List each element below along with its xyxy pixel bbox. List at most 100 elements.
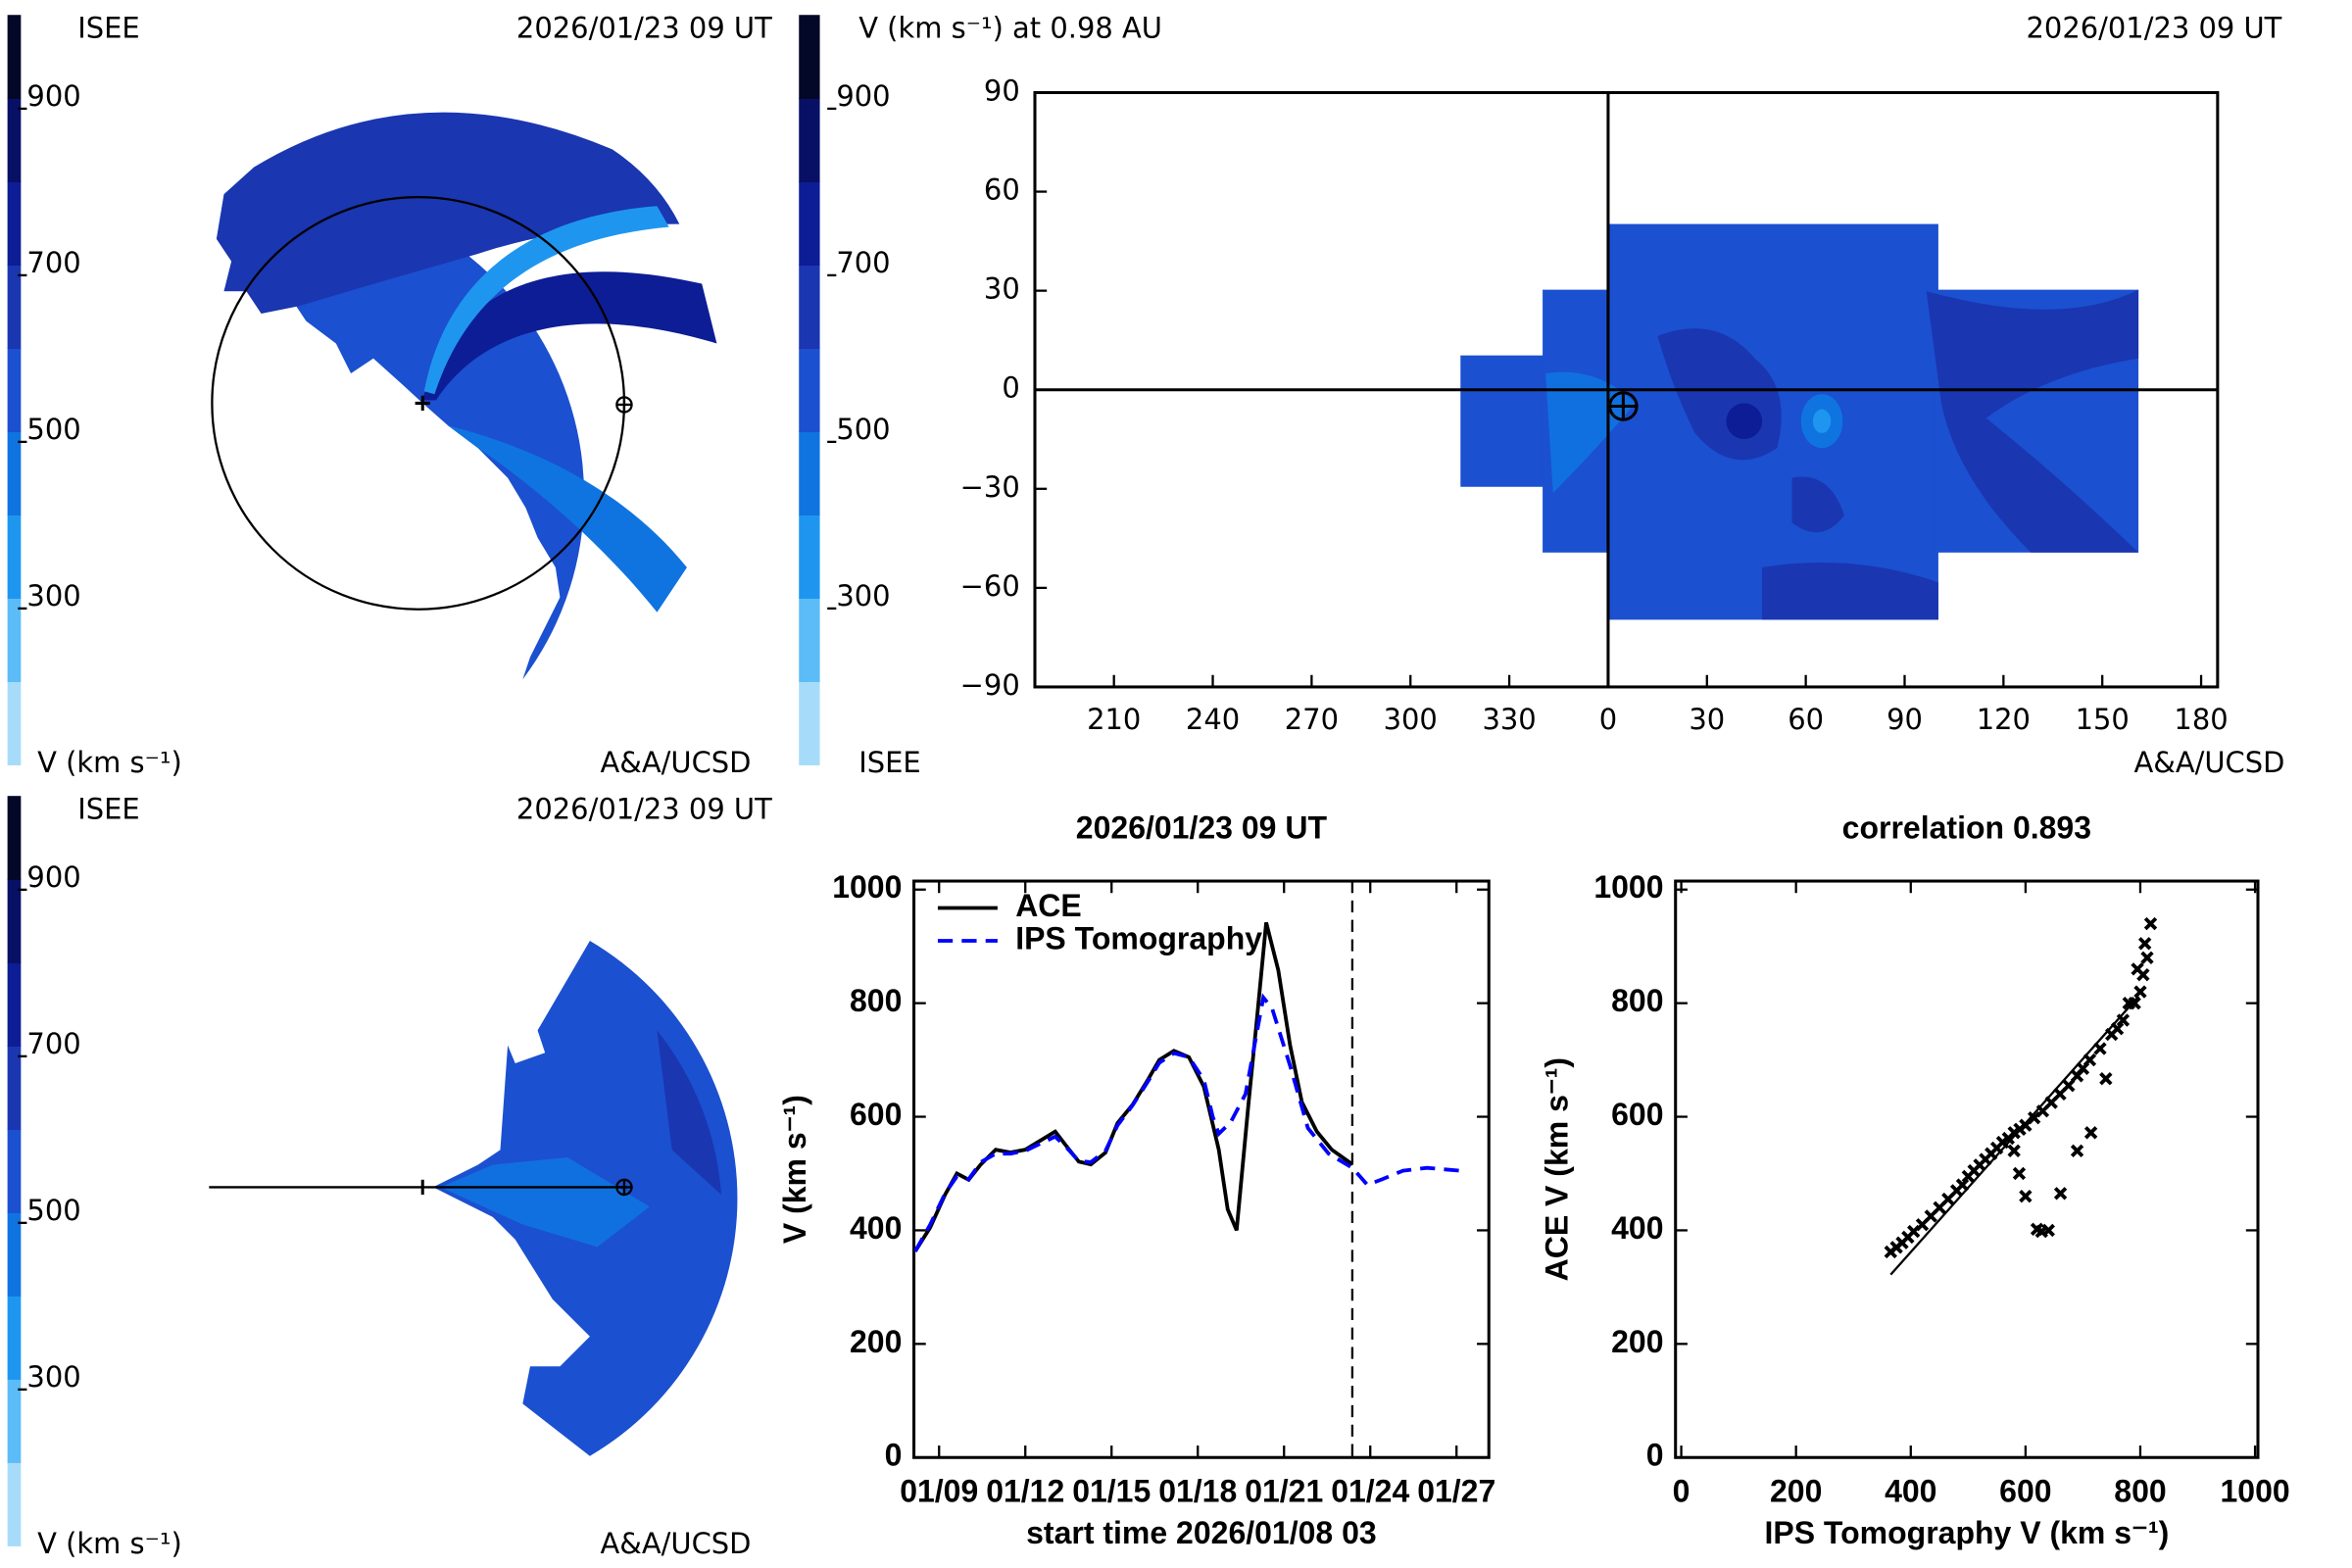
x-tick-label: 1000 [2220, 1473, 2289, 1508]
scatter-point [2019, 1189, 2033, 1203]
x-tick-label: 400 [1885, 1473, 1936, 1508]
credit: A&A/UCSD [2133, 746, 2284, 779]
y-tick-label: −90 [960, 668, 1020, 702]
scatter-point [2140, 951, 2154, 964]
colorbar-tick-label: 700 [836, 246, 890, 279]
x-tick-label: 240 [1186, 703, 1240, 736]
scatter-point [2053, 1187, 2068, 1200]
panel-date: 2026/01/23 09 UT [516, 792, 772, 825]
y-tick-label: 0 [885, 1438, 903, 1473]
series-line [913, 921, 1354, 1252]
meridional-contours [209, 941, 738, 1456]
panel-label: ISEE [858, 746, 920, 779]
colorbar-band [799, 514, 820, 599]
colorbar-tick-label: 500 [26, 1194, 80, 1227]
colorbar-tick-label: 500 [26, 413, 80, 446]
scatter-point [2122, 996, 2135, 1010]
y-tick-label: 1000 [1593, 869, 1663, 905]
scatter-point [1955, 1178, 1970, 1192]
scatter-point [2093, 1042, 2107, 1055]
colorbar-band [7, 796, 22, 880]
y-tick-label: 0 [1002, 371, 1019, 405]
y-tick-label: −30 [960, 470, 1020, 504]
colorbar-band [7, 1212, 22, 1297]
scatter-point [2062, 1078, 2076, 1093]
scatter-point [2143, 916, 2158, 931]
legend-label: ACE [1015, 888, 1082, 923]
panel-date: 2026/01/23 09 UT [516, 11, 772, 44]
colorbar-tick-label: 900 [836, 79, 890, 113]
credit: A&A/UCSD [601, 1527, 752, 1560]
colorbar-label: V (km s⁻¹) [37, 746, 182, 779]
chart-title: 2026/01/23 09 UT [1076, 810, 1328, 846]
colorbar-band [799, 98, 820, 182]
colorbar-band [7, 15, 22, 99]
scatter-point [2116, 1013, 2131, 1027]
colorbar-band [7, 98, 22, 182]
x-tick-label: 01/15 [1072, 1473, 1151, 1508]
colorbar-title: V (km s⁻¹) at 0.98 AU [858, 11, 1162, 44]
colorbar-band [799, 181, 820, 266]
y-tick-label: 90 [984, 74, 1020, 107]
scatter-point [2012, 1166, 2027, 1181]
colorbar-band [799, 265, 820, 349]
x-tick-label: 01/12 [986, 1473, 1064, 1508]
y-axis-label: V (km s⁻¹) [777, 1095, 812, 1244]
colorbar-band [7, 1046, 22, 1130]
x-tick-label: 600 [1999, 1473, 2051, 1508]
scatter-point [2082, 1053, 2097, 1067]
y-tick-label: 600 [1611, 1097, 1663, 1132]
map-contours [1460, 223, 2139, 620]
scatter-point [2110, 1022, 2125, 1036]
scatter-point [2131, 962, 2144, 976]
colorbar-tick-label: 700 [26, 1027, 80, 1060]
colorbar-tick-label: 900 [26, 860, 80, 894]
x-tick-label: 01/09 [900, 1473, 978, 1508]
panel-label: ISEE [77, 11, 139, 44]
legend-label: IPS Tomography [1015, 920, 1262, 956]
colorbar-band [7, 1462, 22, 1546]
colorbar-band [7, 181, 22, 266]
x-tick-label: 01/24 [1331, 1473, 1409, 1508]
y-tick-label: −60 [960, 569, 1020, 603]
x-axis-label: IPS Tomography V (km s⁻¹) [1764, 1515, 2169, 1550]
colorbar-band [7, 598, 22, 682]
scatter-point [2137, 937, 2152, 951]
colorbar-tick-label: 900 [26, 79, 80, 113]
colorbar-tick-label: 700 [26, 246, 80, 279]
x-tick-label: 180 [2174, 703, 2228, 736]
x-tick-label: 150 [2076, 703, 2130, 736]
plot-frame [912, 879, 1491, 1459]
colorbar-band [799, 431, 820, 515]
colorbar-band [799, 681, 820, 765]
x-tick-label: 270 [1285, 703, 1339, 736]
colorbar-band [7, 1129, 22, 1213]
scatter-point [2133, 985, 2147, 999]
colorbar-band [799, 15, 820, 99]
colorbar-band [7, 431, 22, 515]
equatorial-contours [211, 112, 717, 680]
colorbar-band [7, 1379, 22, 1463]
y-tick-label: 800 [1611, 983, 1663, 1018]
colorbar-tick-label: 300 [836, 579, 890, 612]
credit: A&A/UCSD [601, 746, 752, 779]
x-tick-label: 01/18 [1158, 1473, 1237, 1508]
x-tick-label: 200 [1770, 1473, 1822, 1508]
x-tick-label: 90 [1886, 703, 1923, 736]
colorbar-tick-label: 500 [836, 413, 890, 446]
scatter-point [2083, 1126, 2098, 1140]
y-tick-label: 200 [850, 1324, 902, 1359]
colorbar-tick-label: 300 [26, 579, 80, 612]
x-tick-label: 30 [1689, 703, 1725, 736]
y-tick-label: 600 [850, 1097, 902, 1132]
scatter-point [2007, 1144, 2021, 1157]
y-tick-label: 60 [984, 173, 1020, 207]
x-tick-label: 01/27 [1417, 1473, 1495, 1508]
x-tick-label: 60 [1788, 703, 1824, 736]
x-tick-label: 300 [1384, 703, 1438, 736]
colorbar-band [7, 514, 22, 599]
scatter-point [2099, 1072, 2113, 1086]
colorbar-label: V (km s⁻¹) [37, 1527, 182, 1560]
colorbar-band [7, 348, 22, 432]
y-tick-label: 400 [850, 1210, 902, 1246]
